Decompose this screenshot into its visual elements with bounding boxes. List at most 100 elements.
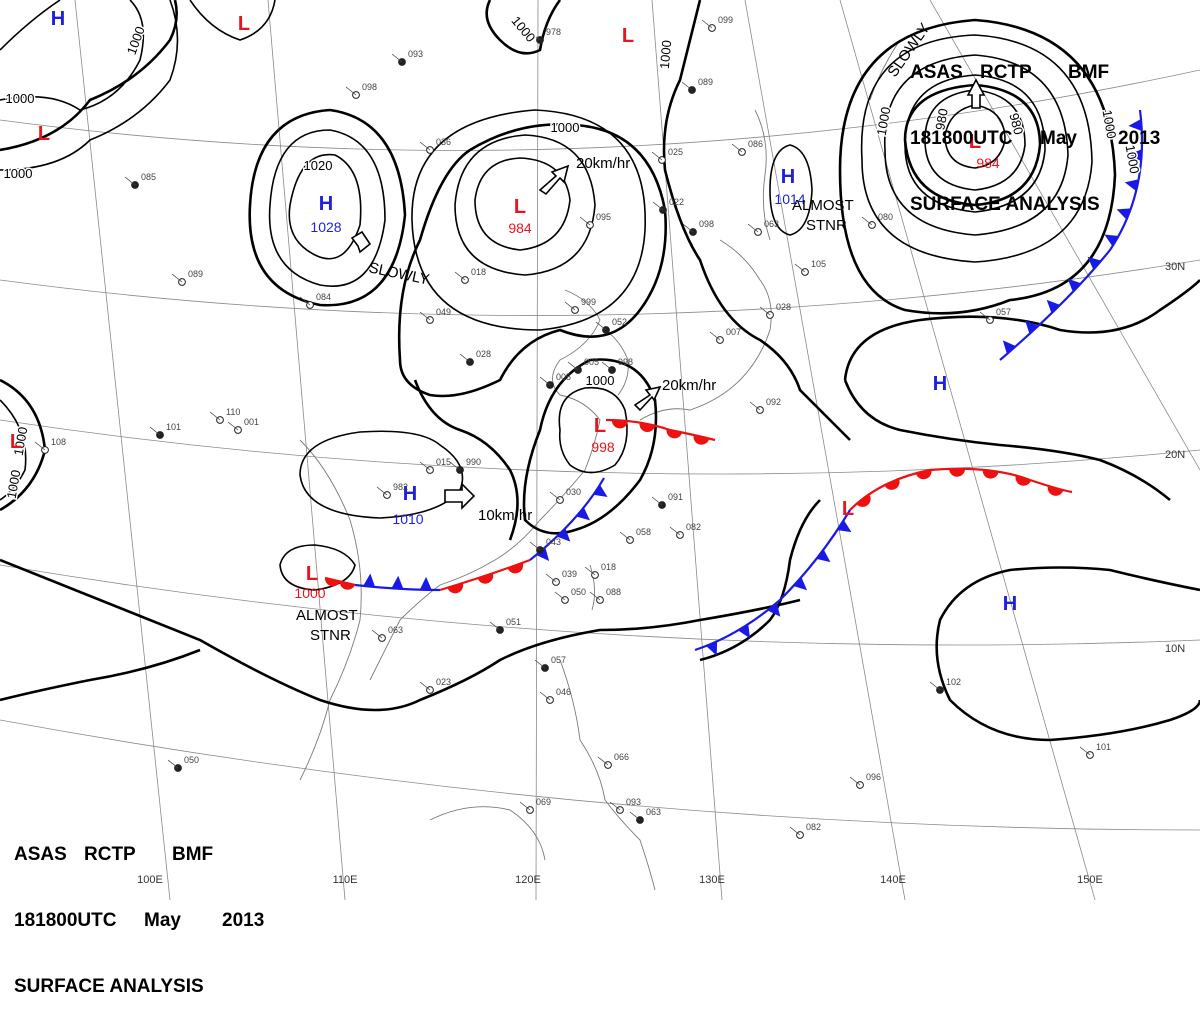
station-pressure-value: 105	[811, 259, 826, 269]
map-background	[0, 0, 1200, 900]
cold-front-triangle	[419, 576, 432, 590]
coast-sakhalin	[754, 109, 771, 241]
high-pressure-center: H 1014	[774, 166, 805, 207]
lat-label: 30N	[1165, 261, 1185, 273]
title-time: 181800UTC	[910, 128, 1013, 149]
warm-front-semicircle	[1015, 475, 1032, 486]
station-pressure-value: 052	[612, 317, 627, 327]
high-pressure-center: H 1028	[310, 193, 341, 235]
cold-front-triangle	[593, 484, 608, 497]
title-line-2: 181800UTC May 2013	[14, 910, 264, 932]
lon-label: 140E	[880, 874, 906, 886]
coast-philippines	[559, 659, 656, 891]
warm-front-semicircle	[982, 469, 999, 479]
parallel-20n	[0, 419, 1200, 475]
station-pressure-value: 990	[466, 457, 481, 467]
station-pressure-value: 108	[51, 437, 66, 447]
high-symbol: H	[403, 483, 417, 505]
parallel-10n	[0, 564, 1200, 646]
central-pressure-value: 1010	[392, 511, 423, 527]
station-pressure-value: 066	[614, 752, 629, 762]
title-station: RCTP	[980, 62, 1032, 83]
central-pressure-value: 1000	[294, 585, 325, 601]
cold-front-triangle	[1124, 179, 1139, 191]
isobar-label: 1000	[6, 91, 35, 106]
warm-front-semicircle	[611, 420, 628, 429]
motion-arrow-icon	[538, 164, 570, 196]
isobar-label: 980	[1006, 111, 1026, 136]
parallel-0	[0, 719, 1200, 831]
station-pressure-value: 050	[571, 587, 586, 597]
coast-kamchatka	[869, 39, 901, 101]
station-pressure-value: 093	[408, 49, 423, 59]
cold-front-ne-pacific	[999, 109, 1144, 361]
isobars-thin	[0, 0, 1093, 591]
high-symbol: H	[51, 8, 65, 30]
station-pressure-value: 086	[748, 139, 763, 149]
low-symbol: L	[594, 415, 606, 437]
low-symbol: L	[622, 25, 634, 47]
title-year: 2013	[222, 910, 265, 931]
isobar-label: 1000	[11, 426, 31, 457]
isobar-label: 1000	[4, 166, 33, 181]
cold-front-triangle	[1104, 234, 1119, 247]
cold-front-triangle	[837, 520, 852, 533]
meridian-160e	[929, 0, 1200, 471]
title-line-1: ASAS RCTP BMF	[14, 844, 264, 866]
station-pressure-value: 028	[476, 349, 491, 359]
low-pressure-center: L	[38, 123, 50, 145]
lon-label: 130E	[699, 874, 725, 886]
chart-title-bottom: ASAS RCTP BMF 181800UTC May 2013 SURFACE ANA…	[14, 800, 264, 1020]
cold-front-triangle	[767, 602, 781, 617]
station-pressure-value: 101	[1096, 742, 1111, 752]
coast-borneo	[429, 806, 546, 861]
station-pressure-value: 043	[546, 537, 561, 547]
motion-speed-label: 20km/hr	[662, 377, 716, 394]
title-line-1: ASAS RCTP BMF	[910, 62, 1160, 84]
almost-stnr-label: STNR	[806, 217, 847, 234]
low-symbol: L	[514, 196, 526, 218]
coast-taiwan	[589, 564, 595, 611]
coast-china	[369, 289, 601, 681]
warm-front-semicircle	[693, 434, 710, 445]
isobar-label: 1000	[586, 373, 615, 388]
station-pressure-value: 036	[436, 137, 451, 147]
title-product: BMF	[172, 844, 214, 865]
lon-label: 100E	[137, 874, 163, 886]
low-symbol: L	[38, 123, 50, 145]
isobar-label: 1000	[657, 40, 674, 70]
low-pressure-center: L 984	[508, 196, 532, 236]
title-product: BMF	[1068, 62, 1110, 83]
station-pressure-value: 028	[776, 302, 791, 312]
cold-front-triangle	[556, 528, 571, 542]
lon-label: 110E	[333, 874, 358, 886]
station-pressure-value: 082	[686, 522, 701, 532]
cold-front-triangle	[391, 575, 404, 590]
motion-speed-label: 20km/hr	[576, 155, 630, 172]
station-pressure-value: 099	[718, 15, 733, 25]
warm-front-semicircle	[639, 422, 656, 432]
cold-front-triangle	[1128, 149, 1142, 162]
low-pressure-center: L	[238, 13, 250, 35]
parallel-40n	[0, 69, 1200, 151]
central-pressure-value: 998	[591, 439, 615, 455]
title-source: ASAS	[910, 62, 963, 83]
warm-front-semicircle	[884, 478, 900, 490]
cold-front-triangle	[1067, 278, 1082, 292]
high-symbol: H	[319, 193, 333, 215]
station-pressure-value: 022	[669, 197, 684, 207]
station-pressure-value: 018	[471, 267, 486, 277]
cold-front-triangle	[536, 547, 550, 562]
station-pressure-value: 096	[866, 772, 881, 782]
lat-label: 10N	[1165, 643, 1185, 655]
isobar-label: 1000	[1100, 109, 1120, 140]
title-line-3: SURFACE ANALYSIS	[910, 194, 1100, 215]
station-pressure-value: 015	[436, 457, 451, 467]
station-pressure-value: 069	[536, 797, 551, 807]
central-pressure-value: 984	[976, 155, 1000, 171]
station-pressure-value: 091	[668, 492, 683, 502]
station-pressure-value: 978	[546, 27, 561, 37]
station-pressure-value: 089	[188, 269, 203, 279]
